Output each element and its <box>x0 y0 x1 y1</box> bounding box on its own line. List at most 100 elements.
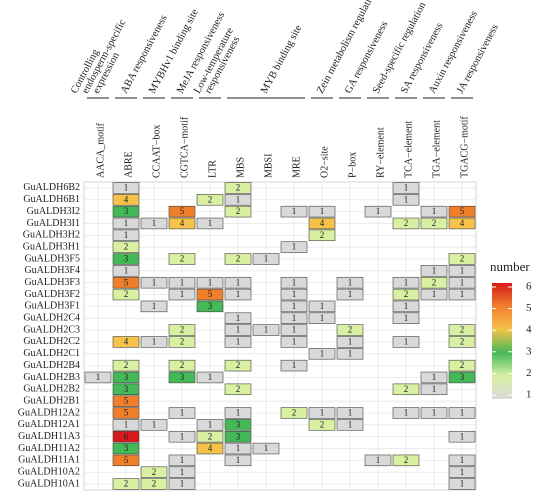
cell-label: 1 <box>432 384 437 394</box>
x-tick-label: O2−site <box>319 146 330 178</box>
plot-background <box>83 181 477 491</box>
heat-cell <box>448 336 476 348</box>
y-tick-label: GuALDH2C1 <box>23 348 80 359</box>
cell-label: 5 <box>124 277 129 287</box>
y-tick-label: GuALDH10A2 <box>18 467 80 478</box>
cell-label: 1 <box>124 419 129 429</box>
heat-cell <box>448 430 476 443</box>
cell-label: 5 <box>460 206 465 216</box>
cell-label: 1 <box>460 289 465 299</box>
cell-label: 1 <box>404 301 409 311</box>
cell-label: 1 <box>404 313 409 323</box>
heat-cell <box>224 324 252 336</box>
heat-cell <box>224 336 252 348</box>
cell-label: 2 <box>180 336 185 346</box>
cell-label: 1 <box>292 325 297 335</box>
legend-label: 1 <box>526 389 532 401</box>
heat-cell <box>196 430 224 443</box>
cell-label: 2 <box>460 360 465 370</box>
cell-label: 1 <box>180 479 185 489</box>
cell-label: 1 <box>208 218 213 228</box>
cell-label: 1 <box>152 218 157 228</box>
cell-label: 2 <box>236 384 241 394</box>
cell-label: 2 <box>404 289 409 299</box>
cell-label: 1 <box>320 348 325 358</box>
heat-cell <box>392 454 420 467</box>
heat-cell <box>196 217 224 230</box>
heat-cell <box>196 288 224 301</box>
legend-label: 2 <box>526 367 532 379</box>
cell-label: 1 <box>208 419 213 429</box>
cell-label: 2 <box>236 254 241 264</box>
heat-cell <box>168 466 196 478</box>
y-tick-label: GuALDH12A1 <box>18 419 80 430</box>
heat-cell <box>168 359 196 372</box>
heat-cell <box>112 288 140 301</box>
cell-label: 2 <box>432 218 437 228</box>
cell-label: 4 <box>320 218 325 228</box>
y-tick-label: GuALDH11A1 <box>18 455 80 466</box>
cell-label: 5 <box>180 206 185 216</box>
heat-cell <box>140 276 168 289</box>
x-tick-label: CGTCA−motif <box>179 116 190 178</box>
cell-label: 2 <box>180 360 185 370</box>
heat-cell <box>448 454 476 467</box>
heat-cell <box>448 466 476 478</box>
heat-cell <box>336 336 364 348</box>
heat-cell <box>112 478 140 490</box>
y-tick-label: GuALDH2C2 <box>23 336 80 347</box>
cell-label: 1 <box>292 301 297 311</box>
y-tick-label: GuALDH11A2 <box>18 443 80 454</box>
y-tick-label: GuALDH3H1 <box>23 241 80 252</box>
heat-cell <box>112 442 140 455</box>
y-tick-label: GuALDH2B3 <box>23 372 80 383</box>
heat-cell <box>112 205 140 218</box>
cell-label: 2 <box>180 254 185 264</box>
cell-label: 2 <box>180 325 185 335</box>
heat-cell <box>168 478 196 490</box>
cell-label: 1 <box>236 277 241 287</box>
heat-cell <box>420 371 448 384</box>
heat-cell <box>224 407 252 419</box>
cell-label: 1 <box>432 372 437 382</box>
heat-cell <box>392 383 420 396</box>
heat-cell <box>308 205 336 218</box>
cell-label: 1 <box>292 313 297 323</box>
heat-cell <box>392 182 420 194</box>
heat-cell <box>336 407 364 419</box>
cell-label: 2 <box>236 182 241 192</box>
cell-label: 1 <box>432 265 437 275</box>
cell-label: 2 <box>404 384 409 394</box>
y-tick-label: GuALDH2B2 <box>23 384 80 395</box>
heat-cell <box>168 288 196 301</box>
heat-cell <box>112 276 140 289</box>
heat-cell <box>420 217 448 230</box>
cell-label: 1 <box>152 277 157 287</box>
cell-label: 2 <box>460 325 465 335</box>
heat-cell <box>140 217 168 230</box>
heat-cell <box>112 371 140 384</box>
cell-label: 4 <box>208 443 213 453</box>
y-tick-label: GuALDH3F5 <box>24 253 80 264</box>
y-tick-label: GuALDH2C4 <box>23 313 80 324</box>
cell-label: 3 <box>124 372 129 382</box>
cell-label: 1 <box>348 277 353 287</box>
heat-cell <box>392 288 420 301</box>
cell-label: 1 <box>348 348 353 358</box>
heat-cell <box>448 205 476 218</box>
y-tick-label: GuALDH3H2 <box>23 230 80 241</box>
heat-cell <box>112 359 140 372</box>
heat-cell <box>196 371 224 384</box>
heat-cell <box>280 407 308 419</box>
cell-label: 3 <box>208 301 213 311</box>
heat-cell <box>420 265 448 277</box>
cell-label: 1 <box>236 194 241 204</box>
heat-cell <box>196 300 224 313</box>
heat-cell <box>448 276 476 289</box>
x-tick-label: P−box <box>347 152 358 178</box>
cell-label: 2 <box>124 479 129 489</box>
cell-label: 1 <box>236 455 241 465</box>
cell-label: 2 <box>460 336 465 346</box>
cell-label: 1 <box>180 455 185 465</box>
heat-cell <box>224 359 252 372</box>
